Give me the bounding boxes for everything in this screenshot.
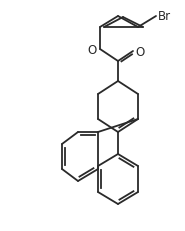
Text: Br: Br [158, 10, 171, 23]
Text: O: O [88, 43, 97, 56]
Text: O: O [135, 45, 144, 58]
